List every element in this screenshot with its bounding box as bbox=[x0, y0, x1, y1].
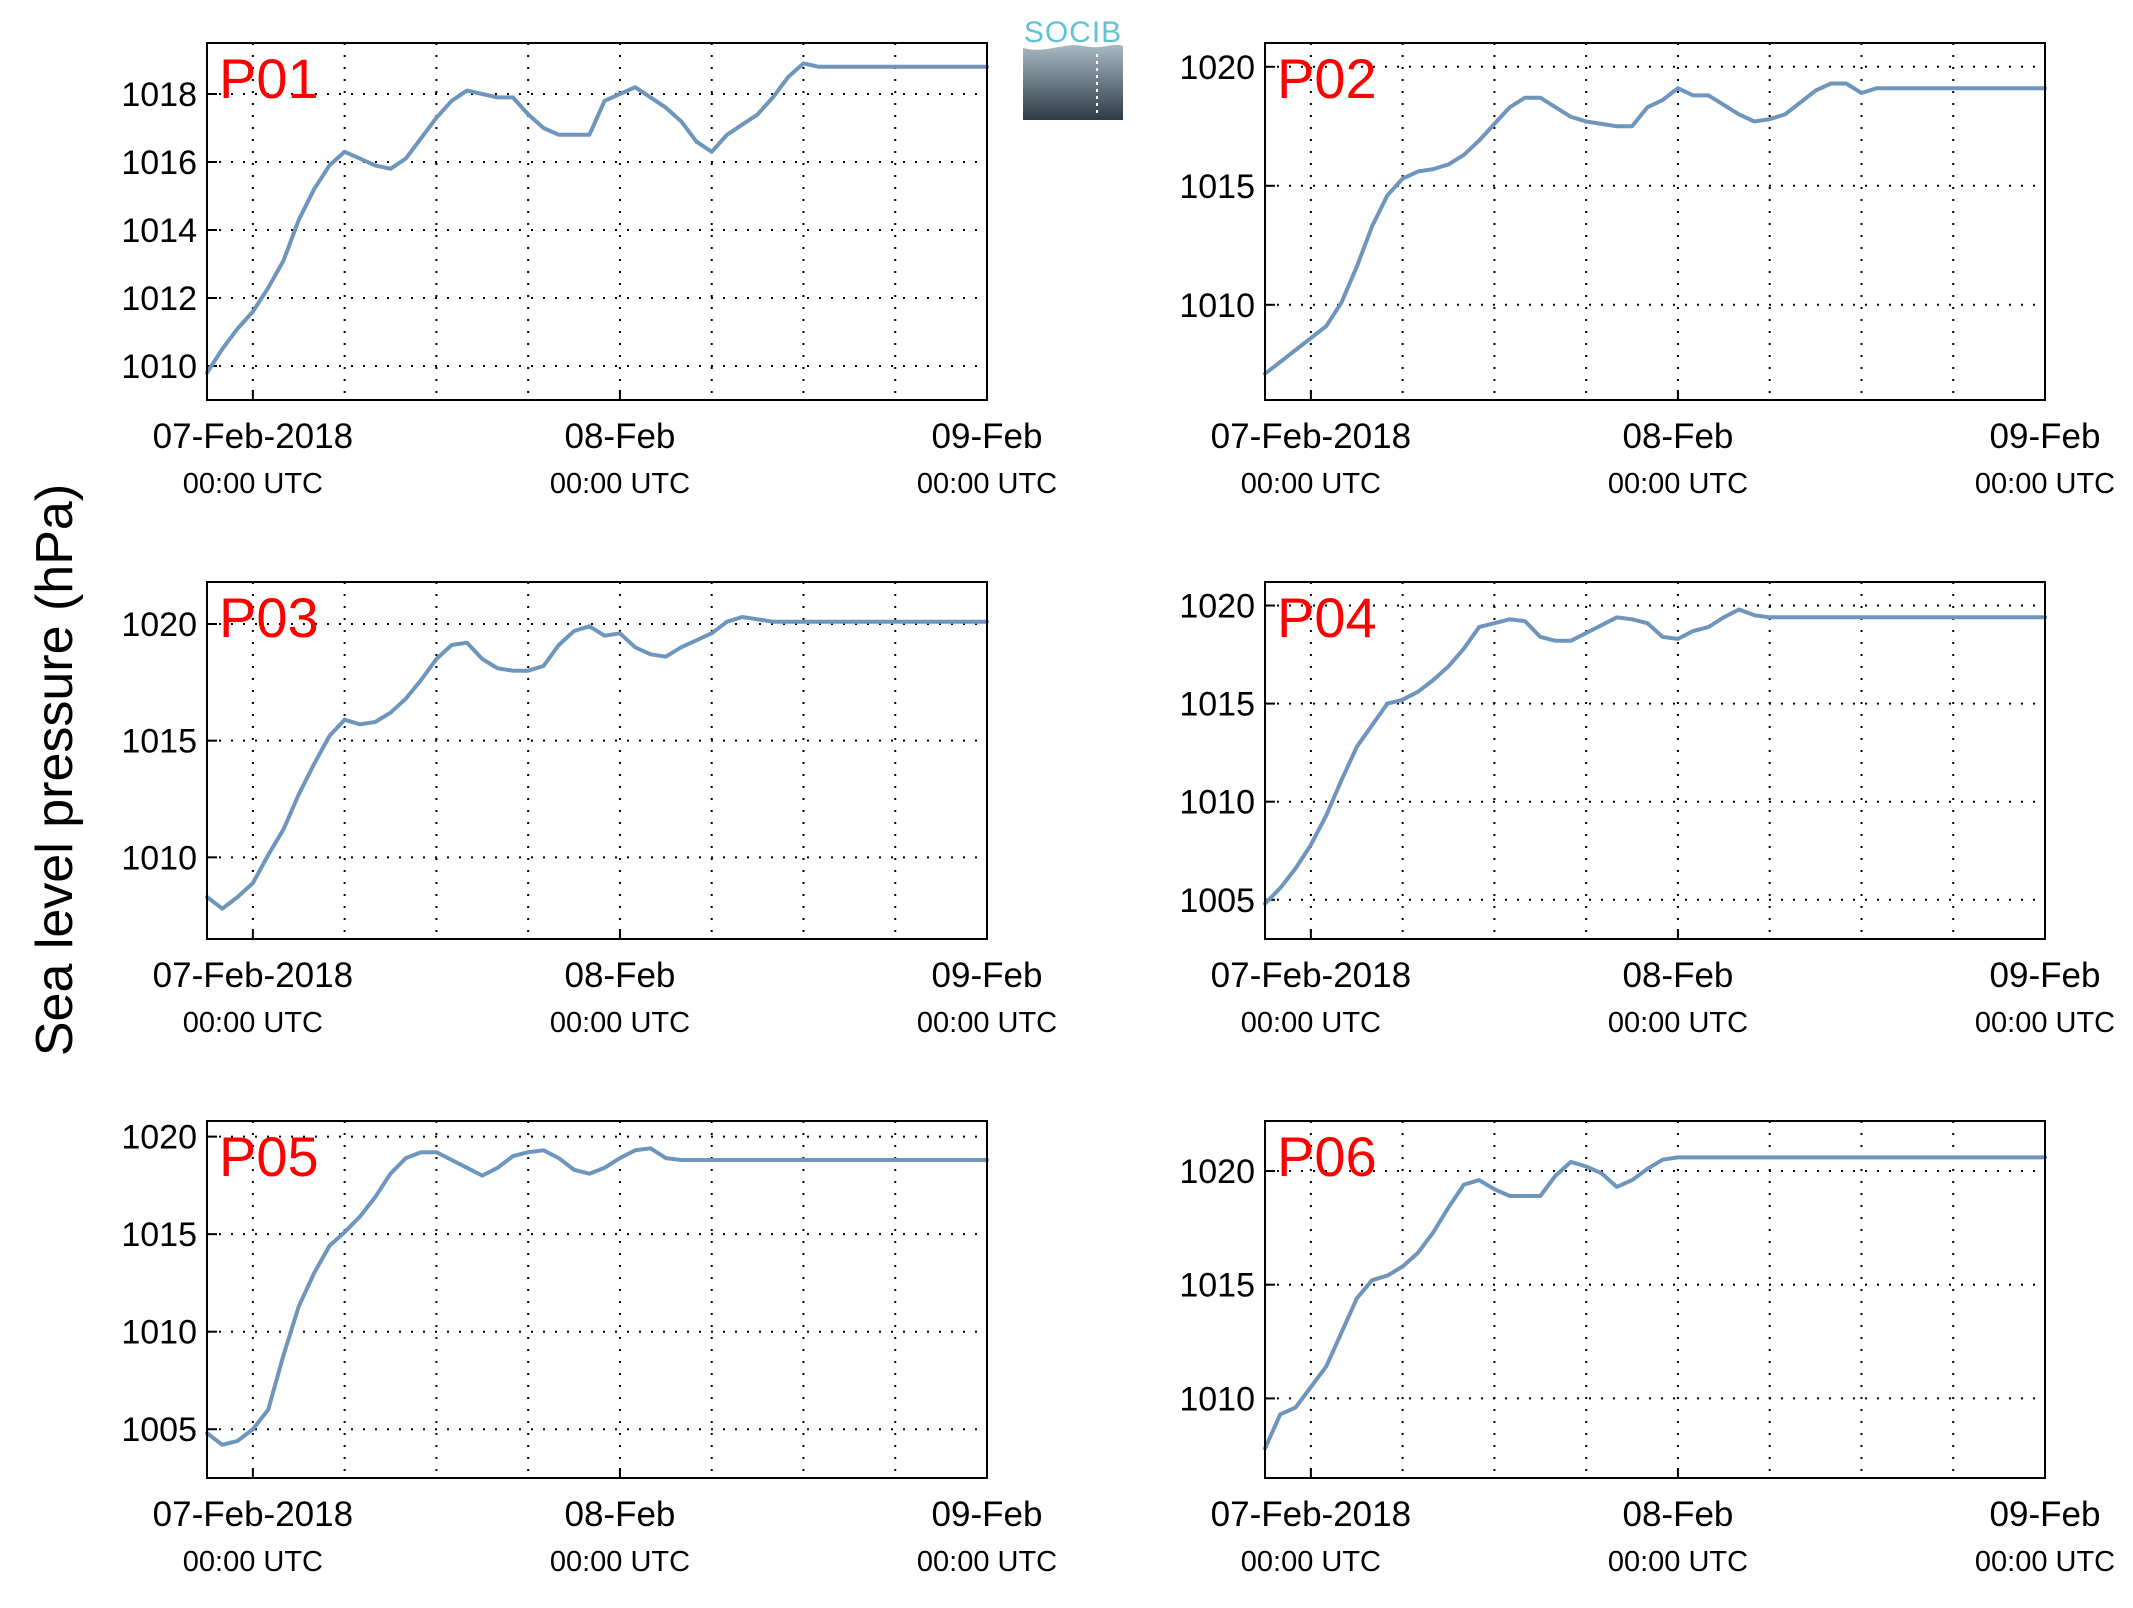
x-tick-label-date: 07-Feb-2018 bbox=[153, 417, 353, 456]
y-tick-label: 1010 bbox=[1179, 784, 1255, 822]
y-tick-label: 1020 bbox=[1179, 588, 1255, 626]
x-tick-label-date: 09-Feb bbox=[932, 417, 1043, 456]
x-tick-label-time: 00:00 UTC bbox=[550, 1546, 690, 1578]
x-tick-label-time: 00:00 UTC bbox=[183, 1007, 323, 1039]
x-tick-label-time: 00:00 UTC bbox=[1608, 1007, 1748, 1039]
x-tick-label-date: 09-Feb bbox=[1990, 1495, 2101, 1534]
x-tick-label-date: 08-Feb bbox=[564, 1495, 675, 1534]
axes-frame bbox=[206, 581, 988, 940]
x-tick-label-time: 00:00 UTC bbox=[1975, 1546, 2115, 1578]
panel-p03: 1010 1015 1020 07-Feb-2018 00:00 UTC 08-Feb 00… bbox=[121, 581, 1057, 1039]
axes-frame bbox=[1264, 1120, 2046, 1479]
x-tick-label-date: 09-Feb bbox=[1990, 417, 2101, 456]
x-tick-label-date: 09-Feb bbox=[932, 956, 1043, 995]
x-tick-label-time: 00:00 UTC bbox=[183, 1546, 323, 1578]
axes-frame bbox=[1264, 581, 2046, 940]
x-tick-label-date: 07-Feb-2018 bbox=[1211, 956, 1411, 995]
x-tick-label-date: 07-Feb-2018 bbox=[153, 956, 353, 995]
series-line bbox=[1263, 1155, 2047, 1451]
series-line bbox=[1263, 607, 2047, 906]
x-tick-label-date: 08-Feb bbox=[1622, 1495, 1733, 1534]
y-tick-label: 1005 bbox=[121, 1411, 197, 1449]
y-tick-label: 1005 bbox=[1179, 882, 1255, 920]
y-tick-label: 1010 bbox=[121, 1314, 197, 1352]
x-tick-label-time: 00:00 UTC bbox=[917, 1546, 1057, 1578]
x-tick-label-time: 00:00 UTC bbox=[1241, 1007, 1381, 1039]
x-tick-label-date: 09-Feb bbox=[932, 1495, 1043, 1534]
x-tick-label-date: 07-Feb-2018 bbox=[1211, 417, 1411, 456]
series-line bbox=[205, 1146, 989, 1447]
x-tick-label-time: 00:00 UTC bbox=[917, 468, 1057, 500]
x-tick-label-time: 00:00 UTC bbox=[917, 1007, 1057, 1039]
x-tick-label-date: 07-Feb-2018 bbox=[153, 1495, 353, 1534]
x-tick-label-date: 08-Feb bbox=[1622, 956, 1733, 995]
x-tick-label-date: 09-Feb bbox=[1990, 956, 2101, 995]
y-tick-label: 1016 bbox=[121, 144, 197, 182]
axes-frame bbox=[1264, 42, 2046, 401]
series-line bbox=[1263, 81, 2047, 376]
logo-text: SOCIB bbox=[1024, 16, 1122, 49]
y-tick-label: 1015 bbox=[1179, 1267, 1255, 1305]
x-tick-label-time: 00:00 UTC bbox=[1241, 1546, 1381, 1578]
panel-label: P06 bbox=[1277, 1125, 1377, 1188]
panel-p02: 1010 1015 1020 07-Feb-2018 00:00 UTC 08-Feb 00… bbox=[1179, 42, 2115, 500]
socib-logo: SOCIB bbox=[1023, 16, 1123, 120]
panel-label: P02 bbox=[1277, 47, 1377, 110]
y-tick-label: 1010 bbox=[121, 348, 197, 386]
x-tick-label-date: 07-Feb-2018 bbox=[1211, 1495, 1411, 1534]
y-tick-label: 1015 bbox=[121, 1216, 197, 1254]
panel-p05: 1005 1010 1015 1020 07-Feb-2018 00:00 UTC 08-F… bbox=[121, 1119, 1057, 1578]
panel-label: P03 bbox=[219, 586, 319, 649]
y-tick-label: 1010 bbox=[121, 839, 197, 877]
x-tick-label-time: 00:00 UTC bbox=[1975, 468, 2115, 500]
x-tick-label-time: 00:00 UTC bbox=[1975, 1007, 2115, 1039]
x-tick-label-time: 00:00 UTC bbox=[1608, 1546, 1748, 1578]
panel-label: P04 bbox=[1277, 586, 1377, 649]
x-tick-label-date: 08-Feb bbox=[1622, 417, 1733, 456]
panel-label: P01 bbox=[219, 47, 319, 110]
y-tick-label: 1015 bbox=[1179, 168, 1255, 206]
x-tick-label-date: 08-Feb bbox=[564, 956, 675, 995]
panel-p04: 1005 1010 1015 1020 07-Feb-2018 00:00 UTC 08-F… bbox=[1179, 581, 2115, 1039]
panel-label: P05 bbox=[219, 1125, 319, 1188]
y-tick-label: 1014 bbox=[121, 212, 197, 250]
x-tick-label-time: 00:00 UTC bbox=[550, 1007, 690, 1039]
x-tick-label-time: 00:00 UTC bbox=[1241, 468, 1381, 500]
x-tick-label-time: 00:00 UTC bbox=[183, 468, 323, 500]
panel-p06: 1010 1015 1020 07-Feb-2018 00:00 UTC 08-Feb 00… bbox=[1179, 1120, 2115, 1578]
series-line bbox=[205, 615, 989, 911]
series-line bbox=[205, 61, 989, 375]
x-tick-label-date: 08-Feb bbox=[564, 417, 675, 456]
y-tick-label: 1015 bbox=[121, 723, 197, 761]
axes-frame bbox=[206, 1120, 988, 1479]
y-tick-label: 1020 bbox=[1179, 49, 1255, 87]
y-tick-label: 1012 bbox=[121, 280, 197, 318]
y-tick-label: 1018 bbox=[121, 76, 197, 114]
y-tick-label: 1020 bbox=[1179, 1153, 1255, 1191]
x-tick-label-time: 00:00 UTC bbox=[1608, 468, 1748, 500]
x-tick-label-time: 00:00 UTC bbox=[550, 468, 690, 500]
y-tick-label: 1020 bbox=[121, 606, 197, 644]
y-tick-label: 1010 bbox=[1179, 1380, 1255, 1418]
y-axis-label: Sea level pressure (hPa) bbox=[26, 484, 84, 1056]
panel-p01: 1010 1012 1014 1016 1018 07-Feb-2018 00:00 UTC… bbox=[121, 42, 1057, 500]
y-tick-label: 1020 bbox=[121, 1119, 197, 1157]
y-tick-label: 1015 bbox=[1179, 686, 1255, 724]
y-tick-label: 1010 bbox=[1179, 287, 1255, 325]
axes-frame bbox=[206, 42, 988, 401]
